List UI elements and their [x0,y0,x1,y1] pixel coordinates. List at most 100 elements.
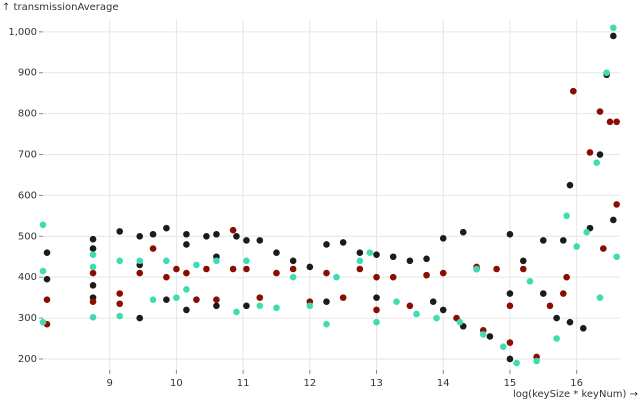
point [526,277,534,285]
point [229,226,237,234]
point [546,302,554,310]
point [136,269,144,277]
point [506,355,514,363]
point [323,269,330,277]
point [593,159,600,166]
point [233,232,240,240]
point [366,249,374,256]
point [533,357,540,365]
point [256,237,264,244]
point [233,308,240,316]
y-tick-label: 900 [18,68,37,79]
point [39,221,47,229]
point [439,269,447,277]
point [513,359,520,367]
point [389,253,397,261]
point [506,230,514,238]
point [606,118,614,126]
y-tick-label: 1,000 [8,27,37,38]
point [89,282,97,289]
point [356,265,364,273]
point [439,306,447,314]
x-axis-title: log(keySize * keyNum) → [513,389,638,400]
point [423,255,430,263]
point [393,298,400,306]
point [570,87,577,95]
x-tick-label: 16 [570,378,583,389]
point [596,294,604,301]
point [423,271,430,279]
point [339,294,347,301]
point [289,273,297,281]
point [213,257,220,265]
point [183,230,190,238]
point [89,251,97,258]
point [389,273,397,281]
point [596,108,604,115]
point [256,294,264,301]
point [323,241,330,248]
point [183,269,190,277]
point [560,290,567,297]
point [459,228,467,236]
point [600,245,607,252]
point [406,257,414,265]
point [163,257,170,265]
point [519,265,527,273]
point [173,294,180,301]
point [506,339,514,346]
point [323,298,330,306]
point [539,237,547,244]
point [583,228,590,236]
point [163,273,170,281]
point [43,249,51,256]
y-tick-label: 600 [18,190,37,201]
point [203,265,210,273]
point [43,296,51,303]
y-tick-label: 300 [18,313,37,324]
point [43,275,51,283]
point [493,265,500,273]
point [173,265,180,273]
point [306,263,314,271]
point [193,261,200,269]
point [610,24,617,32]
point [183,241,190,248]
y-tick-label: 500 [18,231,37,242]
point [149,245,157,252]
point [243,237,250,244]
point [610,32,617,40]
point [116,290,124,297]
point [289,265,297,273]
x-tick-label: 10 [170,378,183,389]
point [39,267,47,275]
point [580,324,587,332]
x-tick-label: 11 [237,378,250,389]
x-tick-label: 12 [303,378,316,389]
point [193,296,200,303]
point [553,335,560,342]
point [373,294,380,301]
point [243,302,250,310]
point [539,290,547,297]
point [289,257,297,265]
point [439,235,447,242]
point [229,265,237,273]
point [373,306,380,314]
point [203,232,210,240]
point [560,237,567,244]
point [553,314,560,322]
point [373,273,380,281]
point [486,333,494,340]
point [149,230,157,238]
point [39,318,47,326]
x-tick-label: 13 [370,378,383,389]
point [116,257,124,265]
point [273,269,280,277]
y-tick-label: 800 [18,109,37,120]
point [306,302,314,310]
point [596,151,604,158]
point [413,310,420,318]
point [243,257,250,265]
